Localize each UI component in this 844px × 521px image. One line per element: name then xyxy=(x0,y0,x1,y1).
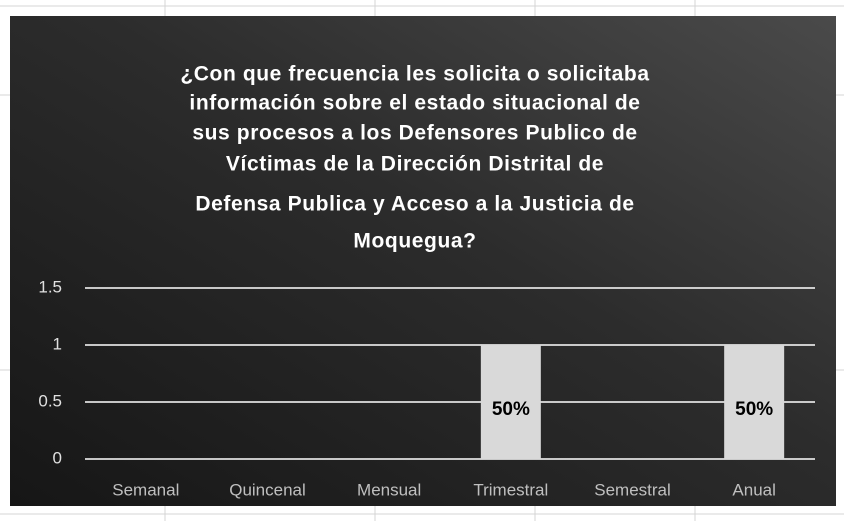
chart-title: Defensa Publica y Acceso a la Justicia d… xyxy=(195,193,634,216)
bar xyxy=(480,345,541,459)
chart-title: información sobre el estado situacional … xyxy=(189,92,640,115)
chart-title: ¿Con que frecuencia les solicita o solic… xyxy=(180,63,649,86)
x-tick-label: Quincenal xyxy=(229,480,306,499)
x-tick-label: Semanal xyxy=(112,480,179,499)
x-tick-label: Trimestral xyxy=(473,480,548,499)
y-tick-label: 0 xyxy=(53,448,62,467)
x-tick-label: Semestral xyxy=(594,480,671,499)
y-tick-label: 0.5 xyxy=(38,391,62,410)
data-label: 50% xyxy=(735,399,773,420)
chart-title: Moquegua? xyxy=(353,230,476,253)
chart-area xyxy=(10,16,836,506)
x-tick-label: Mensual xyxy=(357,480,421,499)
data-label: 50% xyxy=(492,399,530,420)
y-tick-label: 1 xyxy=(53,334,62,353)
x-tick-label: Anual xyxy=(732,480,775,499)
bar xyxy=(724,345,785,459)
chart-title: sus procesos a los Defensores Publico de xyxy=(192,122,637,145)
chart-title: Víctimas de la Dirección Distrital de xyxy=(226,153,604,176)
y-tick-label: 1.5 xyxy=(38,277,62,296)
